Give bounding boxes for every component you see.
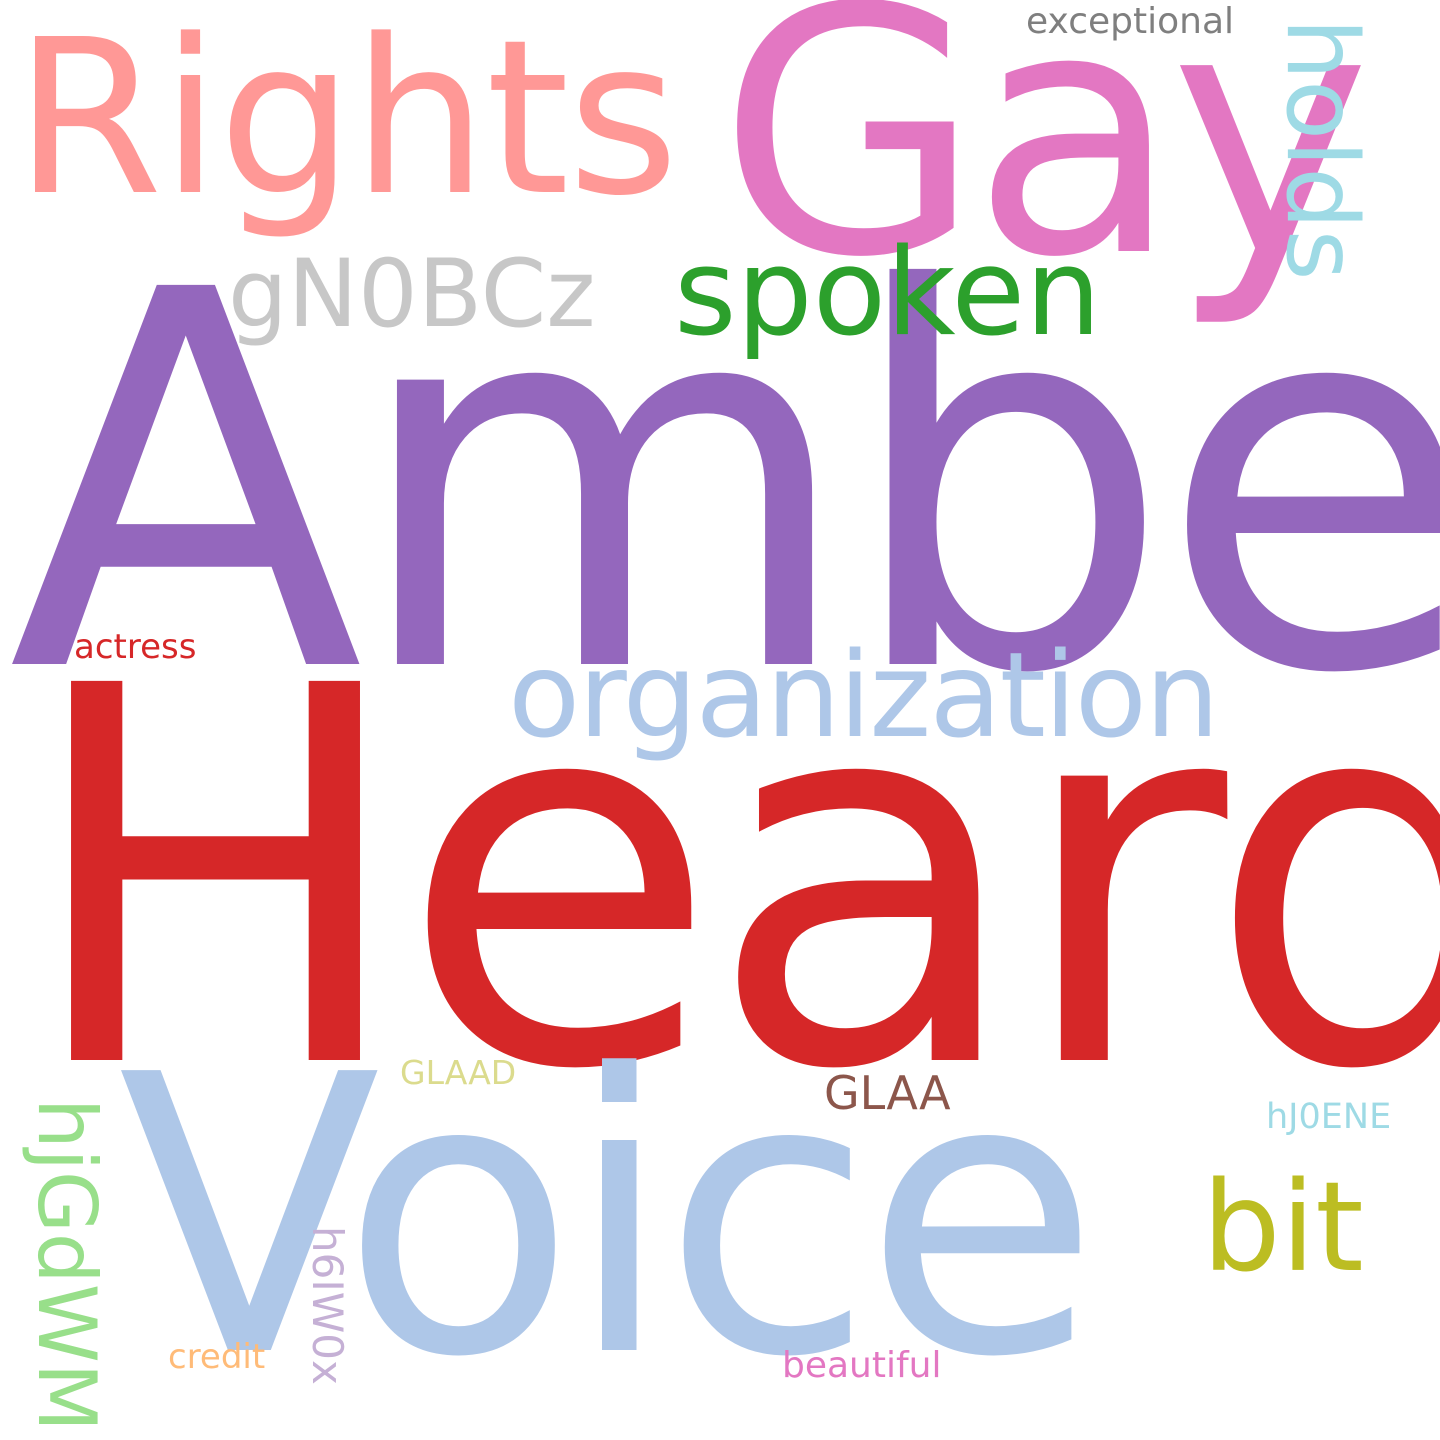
- word-beautiful: beautiful: [782, 1345, 942, 1386]
- word-hjgdwm: hjGdWM: [20, 1098, 113, 1432]
- word-organization: organization: [508, 626, 1220, 764]
- word-amber: Amber: [8, 181, 1440, 787]
- word-exceptional: exceptional: [1026, 1, 1235, 42]
- word-hj0ene: hJ0ENE: [1266, 1097, 1392, 1137]
- word-credit: credit: [168, 1337, 266, 1377]
- word-gn0bcz: gN0BCz: [228, 240, 596, 349]
- word-heard: Heard: [20, 577, 1440, 1183]
- word-gay: Gay: [718, 0, 1371, 332]
- word-spoken: spoken: [674, 224, 1102, 363]
- word-bit: bit: [1202, 1156, 1364, 1300]
- word-rights: Rights: [14, 0, 679, 243]
- word-actress: actress: [74, 627, 197, 667]
- word-voice: Voice: [118, 994, 1100, 1440]
- word-glaa: GLAA: [824, 1066, 951, 1120]
- word-glaad: GLAAD: [400, 1053, 517, 1092]
- word-h6iw0x: h6IW0x: [303, 1226, 352, 1385]
- word-holds: holds: [1264, 18, 1378, 281]
